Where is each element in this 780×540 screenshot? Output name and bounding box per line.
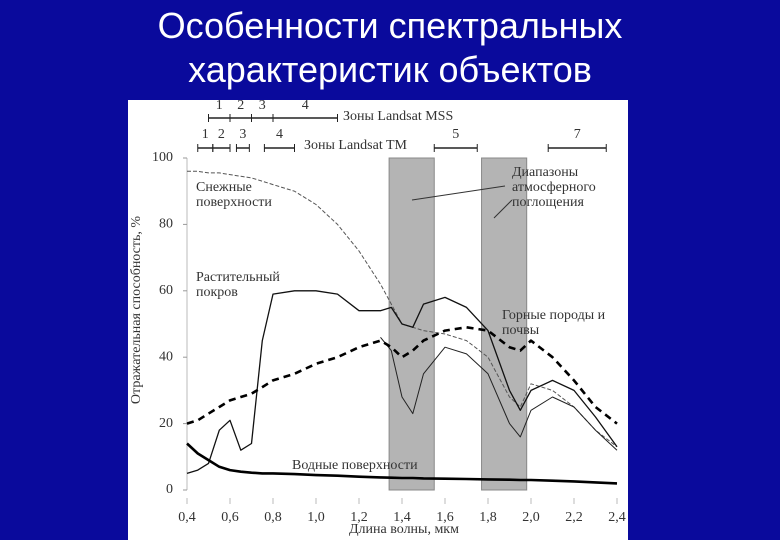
y-tick-label: 40 — [159, 349, 173, 364]
zone-label: 3 — [239, 127, 246, 142]
y-tick-label: 0 — [166, 482, 173, 497]
x-tick-label: 2,2 — [565, 510, 583, 525]
series-line — [187, 170, 618, 448]
zone-label: 4 — [302, 98, 309, 113]
zone-label: 1 — [216, 98, 223, 113]
series-label: Водные поверхности — [292, 458, 418, 473]
x-tick-label: 2,0 — [522, 510, 540, 525]
series-line — [380, 336, 618, 451]
x-tick-label: 0,8 — [264, 510, 282, 525]
y-tick-label: 60 — [159, 283, 173, 298]
zone-label: 2 — [237, 98, 244, 113]
absorption-band — [388, 157, 435, 491]
x-tick-label: 0,6 — [221, 510, 239, 525]
x-tick-label: 1,4 — [393, 510, 411, 525]
series-label: Растительный покров — [196, 270, 280, 300]
series-label: Снежные поверхности — [196, 180, 272, 210]
series-line — [186, 326, 618, 425]
zone-label: 5 — [452, 127, 459, 142]
slide-title: Особенности спектральных характеристик о… — [157, 5, 623, 90]
y-tick-label: 80 — [159, 217, 173, 232]
absorption-band — [481, 157, 528, 491]
mss-label: Зоны Landsat MSS — [343, 109, 453, 124]
x-tick-label: 1,6 — [436, 510, 454, 525]
x-tick-label: 1,8 — [479, 510, 497, 525]
series-line — [186, 290, 618, 475]
zone-label: 3 — [259, 98, 266, 113]
zone-label: 2 — [218, 127, 225, 142]
zone-label: 7 — [574, 127, 581, 142]
series-line — [186, 442, 618, 485]
series-label: Горные породы и почвы — [502, 308, 606, 338]
y-tick-label: 20 — [159, 416, 173, 431]
x-tick-label: 1,2 — [350, 510, 368, 525]
x-tick-label: 2,4 — [608, 510, 626, 525]
x-axis-label: Длина волны, мкм — [349, 522, 459, 537]
tm-label: Зоны Landsat TM — [304, 138, 408, 153]
y-axis-label: Отражательная способность, % — [129, 216, 144, 404]
y-tick-label: 100 — [152, 150, 173, 165]
x-tick-label: 1,0 — [307, 510, 325, 525]
bands-label: Диапазоны атмосферного поглощения — [512, 165, 596, 210]
arrow — [411, 185, 506, 201]
zone-label: 1 — [202, 127, 209, 142]
zone-label: 4 — [276, 127, 283, 142]
x-tick-label: 0,4 — [178, 510, 196, 525]
arrow — [493, 199, 513, 219]
